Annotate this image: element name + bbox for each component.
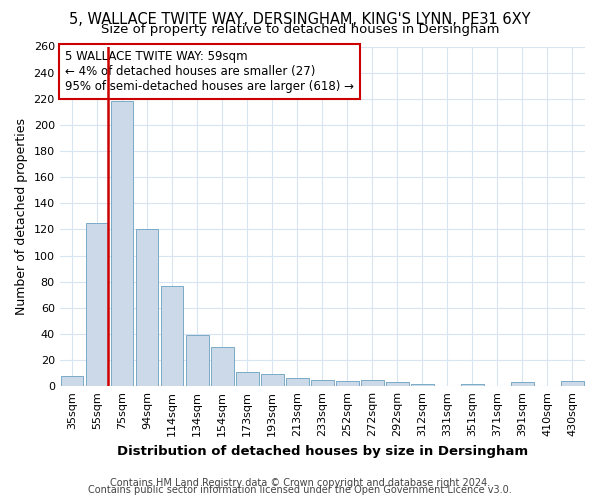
Text: Contains HM Land Registry data © Crown copyright and database right 2024.: Contains HM Land Registry data © Crown c… [110, 478, 490, 488]
Bar [236, 372, 259, 386]
Bar [136, 230, 158, 386]
Bar [161, 286, 184, 386]
Bar [186, 335, 209, 386]
Bar [386, 382, 409, 386]
Bar [461, 384, 484, 386]
Bar [361, 380, 383, 386]
Bar [336, 381, 359, 386]
Bar [411, 384, 434, 386]
Text: 5 WALLACE TWITE WAY: 59sqm
← 4% of detached houses are smaller (27)
95% of semi-: 5 WALLACE TWITE WAY: 59sqm ← 4% of detac… [65, 50, 354, 93]
Bar [211, 347, 233, 386]
Bar [311, 380, 334, 386]
Y-axis label: Number of detached properties: Number of detached properties [15, 118, 28, 315]
Text: 5, WALLACE TWITE WAY, DERSINGHAM, KING'S LYNN, PE31 6XY: 5, WALLACE TWITE WAY, DERSINGHAM, KING'S… [69, 12, 531, 28]
Text: Size of property relative to detached houses in Dersingham: Size of property relative to detached ho… [101, 22, 499, 36]
X-axis label: Distribution of detached houses by size in Dersingham: Distribution of detached houses by size … [117, 444, 528, 458]
Text: Contains public sector information licensed under the Open Government Licence v3: Contains public sector information licen… [88, 485, 512, 495]
Bar [61, 376, 83, 386]
Bar [561, 381, 584, 386]
Bar [286, 378, 308, 386]
Bar [261, 374, 284, 386]
Bar [111, 102, 133, 386]
Bar [511, 382, 534, 386]
Bar [86, 223, 109, 386]
